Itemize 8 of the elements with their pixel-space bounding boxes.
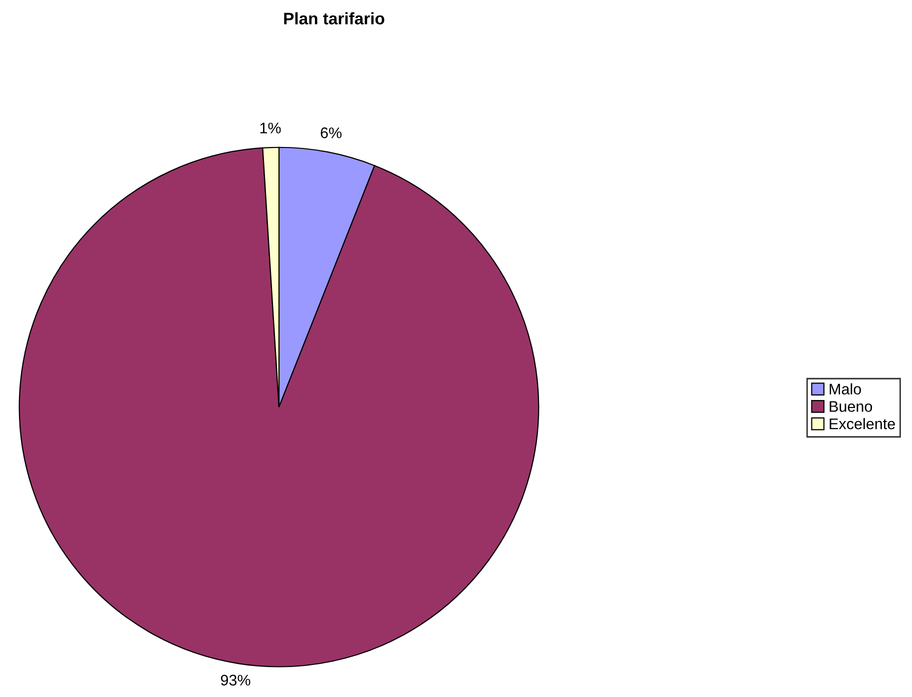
- legend-label: Excelente: [830, 418, 895, 430]
- legend-label: Bueno: [830, 401, 872, 412]
- pie-slice: [18, 147, 540, 668]
- data-label: 1%: [260, 122, 281, 134]
- chart-title: Plan tarifario: [284, 12, 384, 24]
- legend-label: Malo: [830, 383, 861, 395]
- data-label: 93%: [220, 674, 250, 686]
- data-label: 6%: [320, 127, 342, 138]
